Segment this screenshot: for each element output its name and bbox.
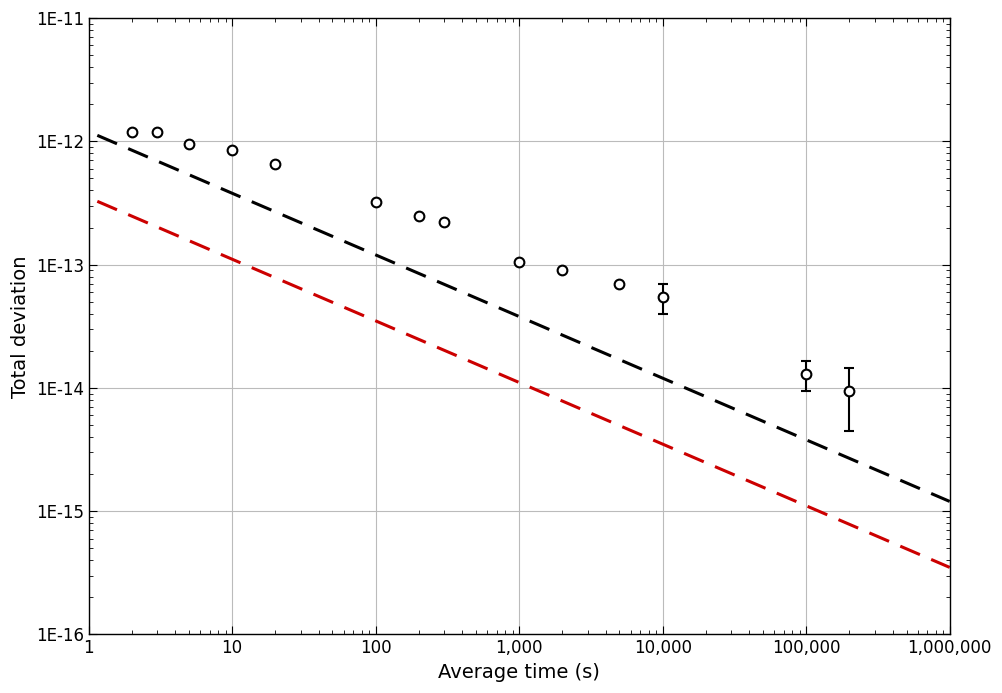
- Y-axis label: Total deviation: Total deviation: [11, 255, 30, 398]
- X-axis label: Average time (s): Average time (s): [438, 663, 599, 682]
